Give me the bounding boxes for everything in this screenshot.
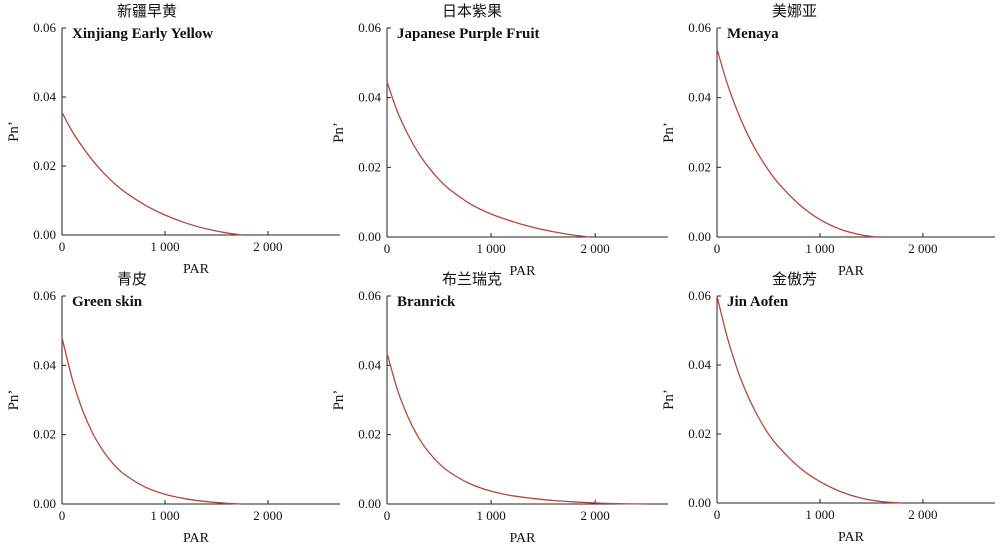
x-tick-label: 1 000 — [476, 508, 505, 523]
chart-title-cn: 金傲芳 — [772, 271, 817, 288]
y-tick-label: 0.04 — [358, 357, 381, 372]
y-axis-label: Pn’ — [6, 121, 22, 142]
chart-title-en: Japanese Purple Fruit — [397, 26, 540, 42]
y-tick-label: 0.00 — [33, 227, 56, 242]
x-tick-label: 0 — [59, 508, 66, 523]
y-tick-label: 0.02 — [688, 159, 711, 174]
x-tick-label: 1 000 — [805, 507, 834, 522]
x-tick-label: 1 000 — [150, 239, 179, 254]
x-tick-label: 1 000 — [476, 241, 505, 256]
y-axis-label: Pn’ — [661, 122, 677, 143]
x-tick-label: 2 000 — [253, 508, 282, 523]
y-tick-label: 0.02 — [358, 427, 381, 442]
y-tick-label: 0.02 — [33, 427, 56, 442]
y-axis-label: Pn’ — [6, 390, 22, 411]
y-tick-label: 0.06 — [688, 288, 711, 303]
y-tick-label: 0.00 — [688, 229, 711, 244]
series-line — [716, 48, 877, 238]
y-tick-label: 0.00 — [358, 229, 381, 244]
chart-title-cn: 新疆早黄 — [117, 3, 177, 20]
y-tick-label: 0.06 — [688, 20, 711, 35]
x-tick-label: 0 — [714, 507, 721, 522]
y-tick-label: 0.04 — [358, 90, 381, 105]
x-axis-label: PAR — [838, 530, 865, 545]
chart-panel-1: 0.00 0.02 0.04 0.06 0 1 000 2 000 PAR Pn’ 新疆早黄 Xin… — [6, 3, 340, 277]
chart-panel-6: 0.00 0.02 0.04 0.06 0 1 000 2 000 PAR Pn’ 金傲芳 Jin … — [661, 271, 995, 545]
y-tick-label: 0.00 — [358, 496, 381, 511]
x-tick-label: 2 000 — [581, 241, 610, 256]
y-tick-label: 0.06 — [358, 288, 381, 303]
chart-title-cn: 青皮 — [117, 271, 147, 288]
y-tick-label: 0.00 — [688, 495, 711, 510]
series-line — [716, 295, 903, 504]
y-tick-label: 0.02 — [33, 158, 56, 173]
x-tick-label: 2 000 — [581, 508, 610, 523]
x-tick-label: 0 — [384, 241, 391, 256]
y-axis-label: Pn’ — [661, 389, 677, 410]
x-tick-label: 0 — [714, 241, 721, 256]
x-tick-label: 1 000 — [150, 508, 179, 523]
chart-title-cn: 美娜亚 — [772, 3, 817, 20]
chart-panel-4: 0.00 0.02 0.04 0.06 0 1 000 2 000 PAR Pn’ 青皮 Green… — [6, 271, 340, 546]
y-tick-label: 0.04 — [33, 89, 56, 104]
y-axis-label: Pn’ — [331, 390, 347, 411]
y-tick-label: 0.06 — [33, 20, 56, 35]
chart-title-en: Menaya — [727, 26, 779, 42]
chart-title-en: Xinjiang Early Yellow — [72, 26, 213, 42]
y-tick-label: 0.06 — [358, 20, 381, 35]
chart-panel-5: 0.00 0.02 0.04 0.06 0 1 000 2 000 PAR Pn’ 布兰瑞克 Bra… — [331, 271, 668, 546]
x-tick-label: 2 000 — [908, 507, 937, 522]
x-axis-label: PAR — [183, 531, 210, 546]
y-axis-label: Pn’ — [331, 122, 347, 143]
y-tick-label: 0.04 — [688, 357, 711, 372]
series-line — [386, 81, 591, 238]
y-tick-label: 0.04 — [33, 357, 56, 372]
y-tick-label: 0.02 — [358, 159, 381, 174]
chart-title-cn: 日本紫果 — [442, 3, 502, 20]
chart-title-cn: 布兰瑞克 — [442, 271, 502, 288]
x-tick-label: 2 000 — [253, 239, 282, 254]
chart-title-en: Green skin — [72, 294, 143, 310]
series-line — [61, 112, 243, 236]
chart-panel-2: 0.00 0.02 0.04 0.06 0 1 000 2 000 PAR Pn’ 日本紫果 Jap… — [331, 3, 668, 279]
x-tick-label: 0 — [59, 239, 66, 254]
x-axis-label: PAR — [510, 264, 537, 279]
x-tick-label: 0 — [384, 508, 391, 523]
x-axis-label: PAR — [510, 531, 537, 546]
y-tick-label: 0.02 — [688, 426, 711, 441]
series-line — [61, 337, 243, 505]
chart-panel-3: 0.00 0.02 0.04 0.06 0 1 000 2 000 PAR Pn’ 美娜亚 Mena… — [661, 3, 995, 279]
y-tick-label: 0.04 — [688, 90, 711, 105]
y-tick-label: 0.00 — [33, 496, 56, 511]
x-tick-label: 2 000 — [908, 241, 937, 256]
x-axis-label: PAR — [838, 264, 865, 279]
x-tick-label: 1 000 — [805, 241, 834, 256]
chart-title-en: Jin Aofen — [727, 294, 789, 310]
y-tick-label: 0.06 — [33, 288, 56, 303]
chart-title-en: Branrick — [397, 294, 456, 310]
series-line — [386, 353, 648, 505]
x-axis-label: PAR — [183, 262, 210, 277]
